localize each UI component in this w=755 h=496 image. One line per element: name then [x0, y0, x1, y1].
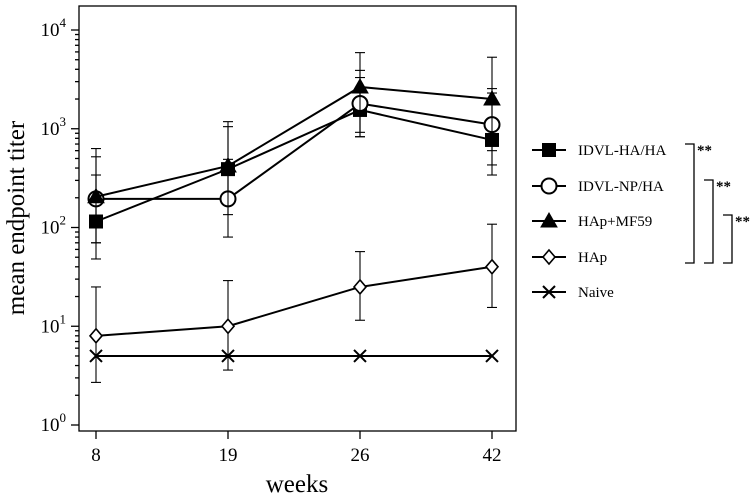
legend-label: IDVL-NP/HA	[578, 179, 664, 195]
cross-marker	[221, 349, 235, 363]
legend-item: Naive	[532, 285, 614, 301]
bracket-line	[723, 214, 733, 264]
diamond-marker	[484, 258, 500, 276]
series-hap	[88, 223, 500, 383]
triangle-marker	[351, 77, 369, 94]
y-tick-base: 10	[41, 316, 60, 337]
series-line	[95, 265, 493, 337]
series-hap-mf59	[87, 52, 501, 244]
y-tick-label: 104	[41, 15, 67, 41]
y-tick-base: 10	[41, 119, 60, 140]
y-tick-base: 10	[41, 218, 60, 239]
cross-marker	[89, 349, 103, 363]
diamond-marker	[352, 278, 368, 296]
triangle-marker	[483, 90, 501, 106]
significance-label: **	[735, 214, 750, 230]
x-axis-label: weeks	[266, 471, 328, 496]
bracket-line	[704, 179, 714, 264]
cross-stroke	[485, 349, 499, 363]
significance-bracket: **	[685, 143, 712, 264]
x-tick-label: 26	[351, 445, 370, 466]
cross-marker	[485, 349, 499, 363]
triangle-marker	[540, 211, 558, 228]
series-idvl-ha-ha	[89, 76, 499, 260]
triangle-marker	[219, 156, 237, 173]
y-tick-exponent: 4	[60, 15, 67, 30]
cross-marker	[542, 285, 556, 299]
y-tick-label: 100	[41, 410, 67, 436]
y-tick-exponent: 0	[60, 410, 67, 425]
legend-label: HAp+MF59	[578, 214, 652, 230]
y-tick-base: 10	[41, 20, 60, 41]
significance-label: **	[716, 179, 731, 195]
series-naive	[89, 349, 499, 363]
legend-item: HAp	[532, 248, 607, 266]
legend-label: HAp	[578, 250, 607, 266]
plot-area-frame	[78, 5, 517, 432]
cross-stroke	[542, 285, 556, 299]
series-line	[95, 108, 493, 223]
y-tick-base: 10	[41, 415, 60, 436]
y-axis-label: mean endpoint titer	[3, 120, 30, 315]
cross-marker	[353, 349, 367, 363]
y-tick-exponent: 1	[60, 311, 67, 326]
y-tick-label: 101	[41, 311, 67, 337]
series-line	[96, 102, 493, 200]
significance-bracket: **	[723, 214, 750, 264]
x-tick-label: 42	[483, 445, 502, 466]
square-marker	[542, 143, 556, 157]
significance-label: **	[697, 143, 712, 159]
cross-stroke	[221, 349, 235, 363]
bracket-line	[685, 143, 695, 264]
legend-item: HAp+MF59	[532, 211, 652, 230]
y-tick-exponent: 3	[60, 114, 67, 129]
cross-stroke	[89, 349, 103, 363]
diamond-marker	[88, 327, 104, 345]
diamond-marker	[220, 318, 236, 335]
series-line	[95, 85, 493, 198]
significance-bracket: **	[704, 179, 731, 264]
y-tick-label: 102	[41, 213, 67, 239]
legend-item: IDVL-NP/HA	[532, 177, 664, 195]
y-tick-exponent: 2	[60, 213, 67, 228]
legend-label: Naive	[578, 285, 614, 301]
x-tick-label: 19	[219, 445, 238, 466]
triangle-marker	[87, 187, 105, 204]
x-tick-label: 8	[91, 445, 101, 466]
circle-marker	[540, 177, 558, 195]
series-idvl-np-ha	[87, 69, 501, 244]
legend-item: IDVL-HA/HA	[532, 143, 666, 159]
legend-label: IDVL-HA/HA	[578, 143, 666, 159]
y-tick-label: 103	[41, 114, 67, 140]
diamond-marker	[541, 248, 557, 266]
cross-stroke	[353, 349, 367, 363]
